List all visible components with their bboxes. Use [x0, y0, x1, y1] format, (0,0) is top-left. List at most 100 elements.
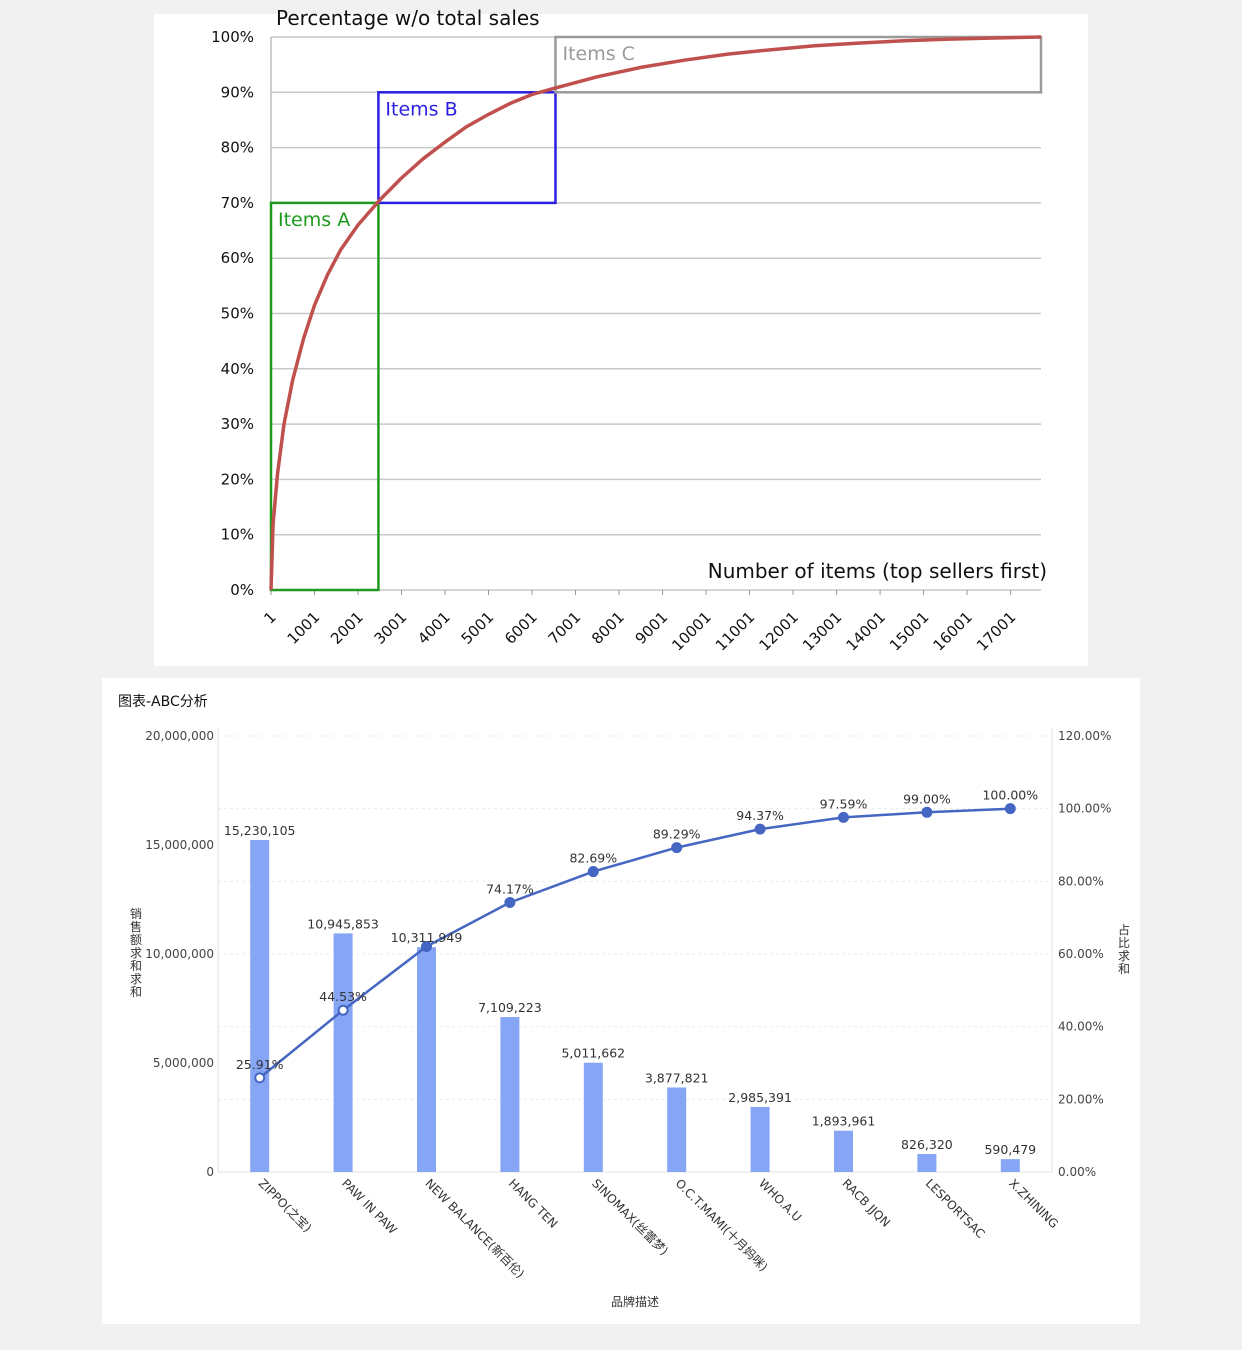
- items-c-box: [554, 35, 1043, 94]
- line-point: [337, 1004, 349, 1016]
- bar-value-label: 10,311,949: [391, 930, 463, 945]
- bar-value-label: 826,320: [901, 1137, 953, 1152]
- left-y-axis-title: 销售额求和求和: [130, 907, 142, 999]
- items-c-label: Items C: [562, 43, 634, 65]
- bar: [834, 1130, 853, 1172]
- line-point: [921, 806, 933, 818]
- x-tick-label: 4001: [414, 608, 454, 648]
- line-point: [254, 1072, 266, 1084]
- bar: [500, 1017, 520, 1172]
- left-y-tick-label: 10,000,000: [145, 947, 214, 961]
- bar: [583, 1062, 603, 1172]
- line-value-label: 89.29%: [653, 827, 701, 842]
- right-y-tick-label: 20.00%: [1058, 1092, 1104, 1106]
- line-point: [1004, 803, 1016, 815]
- x-tick-label: 1001: [284, 608, 324, 648]
- x-tick-label: 17001: [973, 608, 1019, 654]
- line-value-label: 99.00%: [903, 791, 951, 806]
- bar: [250, 839, 270, 1172]
- right-y-tick-label: 120.00%: [1058, 729, 1111, 743]
- bar-value-label: 7,109,223: [478, 1000, 542, 1015]
- y-tick-label: 60%: [221, 249, 254, 267]
- x-category-label: X.ZHINING: [1006, 1176, 1061, 1231]
- x-category-label: ZIPPO(之宝): [256, 1176, 315, 1235]
- line-point: [504, 897, 516, 909]
- line-value-label: 25.91%: [236, 1057, 284, 1072]
- right-y-axis-title: 占比求和: [1118, 922, 1130, 976]
- y-tick-label: 20%: [221, 470, 254, 488]
- line-point: [421, 940, 432, 952]
- left-y-tick-label: 15,000,000: [145, 838, 214, 852]
- line-value-label: 82.69%: [569, 851, 617, 866]
- x-tick-label: 1: [260, 608, 279, 627]
- cumulative-sales-line: [269, 35, 1042, 591]
- right-y-tick-label: 40.00%: [1058, 1020, 1104, 1034]
- line-point: [754, 823, 766, 835]
- right-y-tick-label: 0.00%: [1058, 1165, 1096, 1179]
- line-point: [671, 842, 683, 854]
- line-value-label: 97.59%: [820, 796, 868, 811]
- x-category-label: PAW IN PAW: [339, 1176, 400, 1237]
- x-tick-label: 14001: [842, 608, 888, 654]
- x-tick-label: 16001: [929, 608, 975, 654]
- y-tick-label: 50%: [221, 305, 254, 323]
- items-a-label: Items A: [278, 209, 350, 231]
- x-category-label: LESPORTSAC: [923, 1176, 988, 1241]
- pareto-chart-panel: 0% 10% 20% 30% 40% 50% 60% 70% 80% 90% 100% 1 1001 20…: [154, 6, 1088, 666]
- y-tick-label: 100%: [211, 28, 254, 46]
- left-y-tick-label: 5,000,000: [153, 1056, 214, 1070]
- items-a-box: [269, 201, 380, 592]
- x-tick-label: 3001: [371, 608, 411, 648]
- x-tick-label: 5001: [458, 608, 498, 648]
- y-tick-label: 10%: [221, 526, 254, 544]
- x-tick-label: 10001: [668, 608, 714, 654]
- bar-value-label: 15,230,105: [224, 823, 296, 838]
- cumulative-share-line: [258, 807, 1011, 1079]
- abc-analysis-chart-panel: 0.00% 20.00% 40.00% 60.00% 80.00% 100.00% 120.…: [102, 678, 1140, 1324]
- items-b-label: Items B: [385, 98, 457, 120]
- line-value-label: 44.53%: [319, 989, 367, 1004]
- line-value-label: 94.37%: [736, 808, 784, 823]
- x-axis-title: 品牌描述: [611, 1295, 659, 1309]
- y-tick-label: 80%: [221, 139, 254, 157]
- bar: [417, 947, 436, 1172]
- x-tick-label: 11001: [712, 608, 758, 654]
- items-b-box: [377, 91, 557, 205]
- line-value-label: 100.00%: [982, 788, 1038, 803]
- y-tick-label: 0%: [230, 581, 254, 599]
- x-tick-label: 15001: [886, 608, 932, 654]
- x-category-label: HANG TEN: [506, 1176, 561, 1231]
- bar-value-label: 10,945,853: [307, 916, 379, 931]
- chart-title: Percentage w/o total sales: [276, 6, 540, 30]
- left-y-tick-label: 0: [206, 1165, 214, 1179]
- x-tick-label: 6001: [501, 608, 541, 648]
- x-axis-title: Number of items (top sellers first): [708, 559, 1047, 583]
- bar-value-label: 5,011,662: [561, 1046, 625, 1061]
- line-point: [587, 866, 599, 878]
- x-tick-label: 9001: [632, 608, 672, 648]
- x-tick-label: 7001: [545, 608, 585, 648]
- y-tick-label: 90%: [221, 83, 254, 101]
- bar-value-label: 1,893,961: [812, 1114, 876, 1129]
- x-category-label: WHO.A.U: [756, 1176, 804, 1224]
- bar: [750, 1106, 770, 1172]
- x-category-label: RACB JJQN: [839, 1176, 893, 1230]
- x-tick-label: 12001: [755, 608, 801, 654]
- y-tick-label: 70%: [221, 194, 254, 212]
- right-y-tick-label: 60.00%: [1058, 947, 1104, 961]
- bar: [1000, 1159, 1020, 1172]
- x-tick-label: 2001: [327, 608, 367, 648]
- x-category-label: O.C.T.MAMI(十月妈咪): [673, 1176, 771, 1274]
- chart-title: 图表-ABC分析: [118, 694, 208, 710]
- x-category-label: SINOMAX(丝蕾梦): [589, 1176, 671, 1258]
- bar-value-label: 590,479: [984, 1142, 1036, 1157]
- y-tick-label: 40%: [221, 360, 254, 378]
- bar: [667, 1087, 687, 1172]
- x-tick-label: 8001: [588, 608, 628, 648]
- right-y-tick-label: 80.00%: [1058, 874, 1104, 888]
- line-value-label: 74.17%: [486, 882, 534, 897]
- bar: [917, 1153, 937, 1172]
- y-tick-label: 30%: [221, 415, 254, 433]
- bar: [333, 933, 353, 1172]
- pareto-chart: 0%10%20%30%40%50%60%70%80%90%100%1 1001 20…: [211, 6, 1047, 655]
